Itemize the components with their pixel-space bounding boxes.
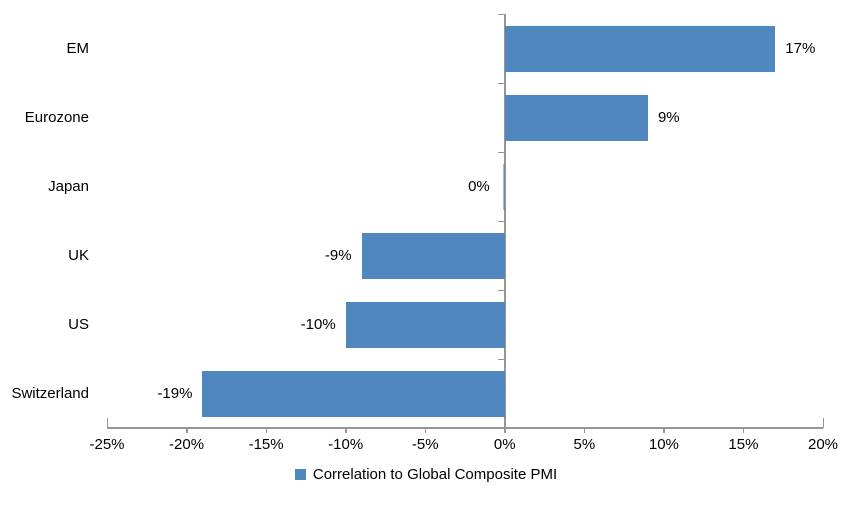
x-axis-tick — [742, 427, 745, 433]
x-axis-tick — [504, 427, 506, 433]
legend-label: Correlation to Global Composite PMI — [312, 466, 558, 483]
x-axis-tick — [663, 427, 665, 433]
bar-em — [504, 25, 776, 72]
x-tick-label: 0% — [493, 436, 516, 453]
x-axis-tick — [424, 427, 427, 433]
y-axis-tick — [498, 290, 505, 291]
category-label-em: EM — [66, 40, 90, 57]
y-axis-tick — [498, 221, 505, 222]
x-axis-endcap — [106, 418, 108, 428]
x-axis-tick — [583, 427, 586, 433]
x-axis-tick — [186, 427, 188, 433]
value-label-switzerland: -19% — [157, 385, 193, 402]
plot-area: 17% 9% 0% -9% -10% -19% — [106, 14, 824, 433]
bar-japan — [503, 163, 505, 210]
legend: Correlation to Global Composite PMI — [0, 467, 852, 482]
legend-marker-icon — [294, 469, 306, 480]
y-axis-tick — [498, 14, 505, 15]
bar-uk — [361, 232, 505, 279]
bar-us — [345, 301, 505, 348]
value-label-japan: 0% — [468, 178, 490, 195]
x-tick-label: -5% — [411, 436, 439, 453]
value-label-eurozone: 9% — [657, 109, 680, 126]
x-axis-tick — [345, 427, 347, 433]
category-label-eurozone: Eurozone — [24, 109, 89, 126]
x-tick-label: -10% — [328, 436, 364, 453]
x-tick-label: 10% — [648, 436, 679, 453]
x-tick-label: 5% — [573, 436, 596, 453]
value-label-uk: -9% — [324, 247, 352, 264]
x-tick-label: 20% — [807, 436, 839, 453]
bar-eurozone — [504, 94, 648, 141]
value-label-em: 17% — [785, 40, 816, 57]
bar-switzerland — [202, 370, 505, 417]
category-label-uk: UK — [68, 247, 89, 264]
y-axis-tick — [498, 152, 505, 153]
value-label-us: -10% — [300, 316, 336, 333]
y-axis-tick — [498, 359, 505, 360]
x-tick-label: -15% — [248, 436, 284, 453]
x-axis-line — [107, 427, 823, 429]
y-axis-tick — [498, 83, 505, 84]
y-axis-tick — [498, 427, 505, 428]
x-axis-endcap — [822, 418, 824, 428]
category-label-japan: Japan — [48, 178, 89, 195]
x-tick-label: -20% — [169, 436, 205, 453]
y-axis-line — [504, 14, 506, 428]
category-label-us: US — [68, 316, 89, 333]
x-tick-label: -25% — [89, 436, 125, 453]
category-label-switzerland: Switzerland — [11, 385, 89, 402]
x-tick-label: 15% — [728, 436, 759, 453]
x-axis-tick — [265, 427, 268, 433]
